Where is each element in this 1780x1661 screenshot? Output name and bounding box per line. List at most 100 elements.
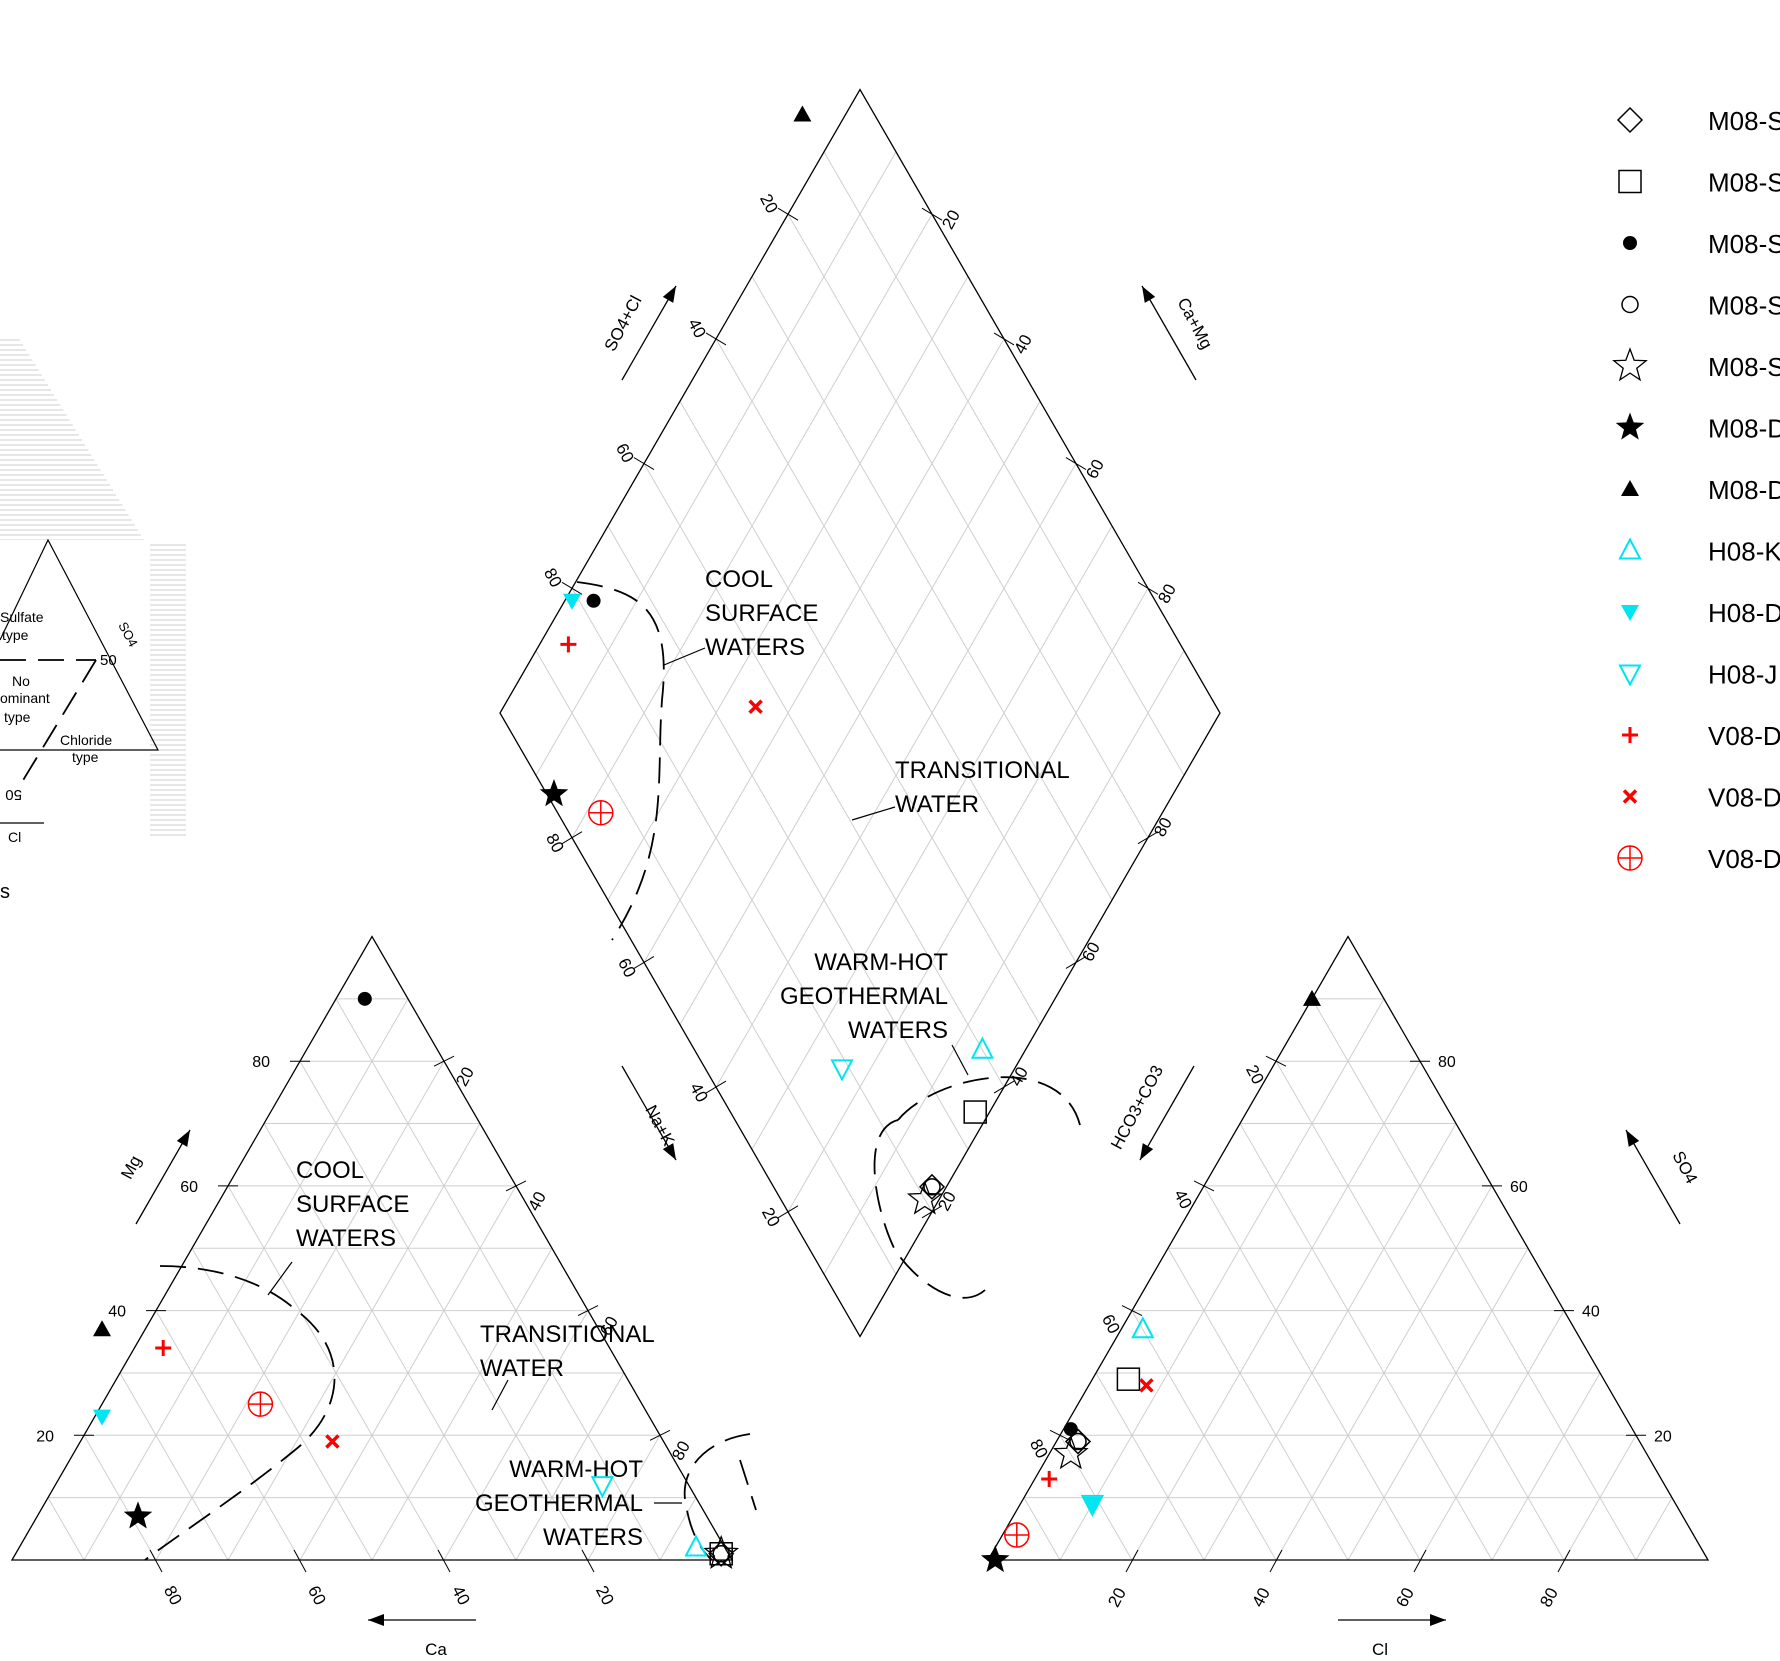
tick-label-nak: 20 <box>452 1064 478 1090</box>
legend-label: M08-S <box>1708 106 1780 136</box>
grid-line <box>679 400 1041 1026</box>
cation-point <box>708 1540 735 1567</box>
grid-line <box>787 213 1149 838</box>
tick-mark <box>649 1429 671 1441</box>
grid-line <box>1311 998 1637 1561</box>
mg-axis-arrow-head <box>176 1130 190 1147</box>
cation-warm-hot-label: WARM-HOT GEOTHERMAL WATERS <box>475 1456 643 1551</box>
legend-item: H08-K <box>1618 537 1780 567</box>
tick-mark <box>1121 1305 1143 1317</box>
cation-point <box>590 1476 615 1499</box>
cation-point <box>93 1320 111 1337</box>
legend-label: H08-D <box>1708 598 1780 628</box>
triangle-frame <box>10 935 734 1561</box>
grid-line <box>119 1372 229 1561</box>
tick-mark <box>1137 831 1159 845</box>
cation-point <box>123 1501 153 1529</box>
tick-label-mg: 20 <box>36 1428 54 1445</box>
inset-label: type <box>2 627 29 643</box>
grid-line <box>1491 1372 1601 1561</box>
diamond-point-shape <box>563 593 581 610</box>
tick-label-cl: 80 <box>1536 1585 1562 1611</box>
grid-line <box>335 998 661 1561</box>
legend-marker-shape <box>1621 480 1639 496</box>
diamond-point <box>830 1059 854 1082</box>
diamond-warm-hot-label-3: WATERS <box>848 1017 948 1044</box>
tick-mark <box>1065 955 1087 969</box>
so4cl-axis-arrow <box>621 285 677 381</box>
inset-label: s <box>0 881 10 903</box>
diamond-point-shape <box>586 593 601 608</box>
grid-line <box>371 1247 553 1561</box>
anion-point <box>1131 1316 1155 1339</box>
legend-item: V08-D <box>1622 721 1780 751</box>
diamond-point-shape <box>906 1180 943 1215</box>
grid-line <box>191 1247 373 1561</box>
tick-mark <box>993 1080 1015 1094</box>
so4-axis-arrow-head <box>1626 1130 1640 1147</box>
grid-line <box>83 1435 157 1561</box>
grid-line <box>823 151 1185 776</box>
legend-marker-shape <box>1623 236 1637 250</box>
cation-cool-surface-label: COOL SURFACE WATERS <box>296 1157 409 1252</box>
tick-mark <box>1065 457 1087 471</box>
tick-label-diamond: 60 <box>614 955 640 981</box>
tick-label-cl: 60 <box>1392 1585 1418 1611</box>
legend-marker-shape <box>1612 347 1648 382</box>
grid-line <box>1635 1497 1673 1561</box>
tick-mark <box>505 1180 527 1192</box>
diamond-cool-surface-label-line: WATERS <box>705 634 805 661</box>
grid-line <box>571 213 933 838</box>
legend-marker-shape <box>1621 605 1639 621</box>
anion-point-shape <box>1069 1432 1087 1451</box>
anion-point <box>1052 1435 1089 1470</box>
diamond-transitional-label: TRANSITIONAL WATER <box>895 757 1070 818</box>
grid-line <box>535 151 897 776</box>
tick-mark <box>705 1080 727 1094</box>
tick-label-diamond: 60 <box>1082 456 1108 482</box>
inset-diagram: SulfatetypeNoominanttypeChloridetypeSO45… <box>0 339 190 903</box>
legend-label: M08-S <box>1708 168 1780 198</box>
cation-point-shape <box>684 1534 708 1557</box>
grid-line <box>47 1497 85 1561</box>
tick-mark <box>577 1305 599 1317</box>
tick-label-diamond: 60 <box>612 440 638 466</box>
diamond-point <box>539 779 569 807</box>
tick-label-nak: 40 <box>524 1189 550 1215</box>
grid-line <box>515 1372 625 1561</box>
tick-mark <box>581 1549 595 1573</box>
cation-point <box>155 1340 172 1357</box>
cation-point <box>247 1391 274 1417</box>
so4-axis-arrow <box>1625 1129 1681 1225</box>
legend-label: M08-D <box>1708 475 1780 505</box>
diamond-point-shape <box>970 1036 995 1059</box>
grid-line <box>1059 998 1385 1561</box>
anion-point <box>1139 1378 1154 1393</box>
tick-mark <box>1265 1055 1287 1067</box>
diamond-point-shape <box>793 105 812 122</box>
legend-label: V08-D <box>1708 844 1780 874</box>
legend-marker-shape <box>1618 169 1642 194</box>
grid-line <box>1023 1497 1061 1561</box>
inset-label: 50 <box>5 786 22 803</box>
tick-label-diamond: 20 <box>938 207 964 233</box>
diamond-warm-hot-label-1: WARM-HOT <box>814 949 948 976</box>
legend-marker <box>1618 537 1642 560</box>
cation-point <box>325 1434 340 1449</box>
tick-mark <box>921 207 943 221</box>
tick-label-diamond: 40 <box>684 316 710 342</box>
tick-label-diamond: 80 <box>1150 814 1176 840</box>
tick-mark <box>1193 1180 1215 1192</box>
tick-label-diamond: 80 <box>542 830 568 856</box>
legend-item: M08-S <box>1623 229 1780 259</box>
cation-point-shape <box>93 1409 111 1426</box>
legend-item: M08-S <box>1621 291 1780 321</box>
camg-axis-arrow <box>1141 285 1197 381</box>
grid-line <box>715 338 1077 963</box>
anion-point <box>1063 1422 1078 1437</box>
legend-item: M08-D <box>1621 475 1780 505</box>
diamond-point <box>906 1180 943 1215</box>
cation-cool-surface-label-line: WATERS <box>296 1225 396 1252</box>
tick-label-ca: 80 <box>160 1583 186 1609</box>
legend-marker <box>1623 236 1637 250</box>
